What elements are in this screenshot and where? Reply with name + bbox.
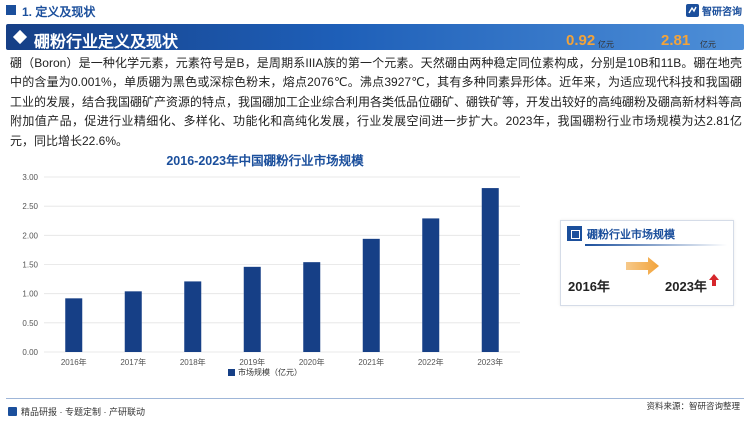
y-tick-label: 3.00: [22, 173, 38, 182]
section-marker-icon: [6, 5, 16, 15]
x-tick-label: 2019年: [239, 357, 265, 367]
page-title: 硼粉行业定义及现状: [34, 34, 179, 51]
y-tick-label: 1.00: [22, 290, 38, 299]
footer-tagline-text: 精品研报 · 专题定制 · 产研联动: [21, 407, 145, 417]
logo-icon: [686, 4, 699, 17]
x-tick-label: 2020年: [299, 357, 325, 367]
card-header: 硼粉行业市场规模: [561, 221, 733, 247]
end-year: 2023年: [665, 279, 707, 294]
diamond-icon: [12, 29, 28, 45]
bar: [362, 238, 380, 352]
y-tick-label: 2.50: [22, 202, 38, 211]
legend-swatch: [228, 369, 235, 376]
up-arrow-icon: [709, 274, 719, 286]
top-bar: 1. 定义及现状 智研咨询: [0, 0, 750, 22]
chart-svg: 0.00 0.50 1.00 1.50 2.00 2.50 3.00 2016年 2017年 20…: [22, 173, 520, 377]
section-heading: 1. 定义及现状: [22, 5, 96, 19]
x-tick-label: 2018年: [180, 357, 206, 367]
intro-paragraph: 硼（Boron）是一种化学元素，元素符号是B，是周期系IIIA族的第一个元素。天…: [10, 56, 743, 148]
bar: [303, 262, 321, 352]
y-tick-label: 1.50: [22, 261, 38, 270]
trend-arrow-icon: [626, 257, 659, 275]
bar: [481, 188, 499, 352]
card-underline: [585, 244, 727, 246]
end-value: 2.81: [661, 32, 691, 49]
title-banner: 硼粉行业定义及现状: [6, 24, 744, 51]
brand-logo: 智研咨询: [686, 3, 742, 18]
legend-label: 市场规模（亿元）: [238, 367, 302, 377]
footer-icon: [8, 407, 17, 416]
x-tick-label: 2016年: [61, 357, 87, 367]
x-tick-label: 2022年: [418, 357, 444, 367]
y-tick-label: 0.00: [22, 348, 38, 357]
bar: [124, 291, 142, 352]
y-tick-label: 0.50: [22, 319, 38, 328]
logo-text: 智研咨询: [702, 7, 742, 18]
bar: [243, 266, 261, 352]
start-value: 0.92: [566, 32, 596, 49]
start-unit: 亿元: [598, 40, 614, 49]
x-tick-label: 2023年: [477, 357, 503, 367]
y-tick-label: 2.00: [22, 231, 38, 240]
footer-tagline: 精品研报 · 专题定制 · 产研联动: [8, 405, 145, 418]
source-note: 资料来源：智研咨询整理: [646, 401, 740, 411]
start-year: 2016年: [568, 279, 610, 294]
bar: [422, 218, 440, 352]
bar: [65, 298, 83, 352]
card-title: 硼粉行业市场规模: [587, 229, 675, 241]
market-size-chart: 0.00 0.50 1.00 1.50 2.00 2.50 3.00 2016年 2017年 20…: [0, 165, 530, 390]
card-icon: [567, 226, 582, 241]
x-tick-label: 2021年: [358, 357, 384, 367]
end-unit: 亿元: [700, 40, 716, 49]
footer-divider: [6, 398, 744, 399]
chart-title: 2016-2023年中国硼粉行业市场规模: [166, 154, 364, 168]
bar: [184, 281, 202, 352]
x-tick-label: 2017年: [120, 357, 146, 367]
